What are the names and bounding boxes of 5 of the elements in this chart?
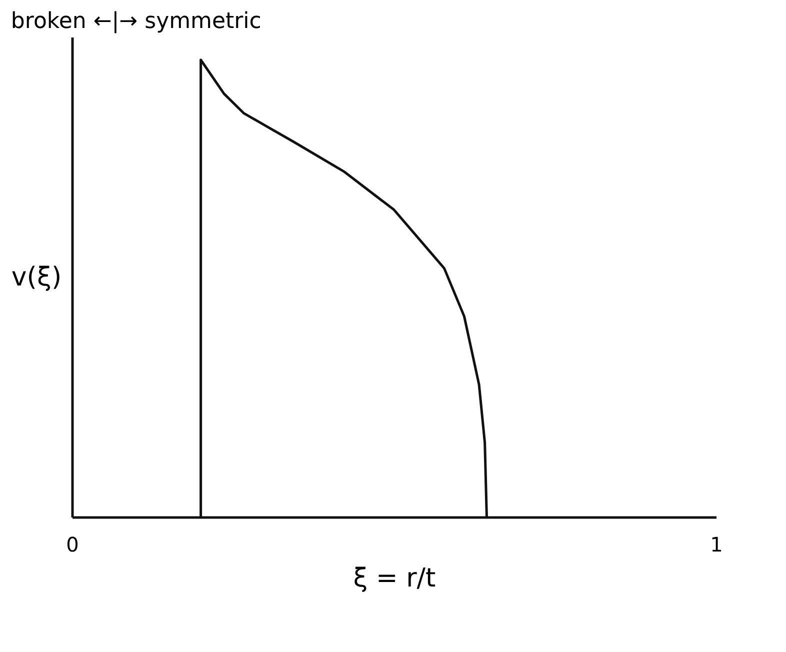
x-tick-label: 1 [710,532,723,556]
text: broken ←|→ symmetric [10,9,262,34]
x-axis-title: ξ = r/t [353,564,436,594]
x-tick-label: 0 [66,532,79,556]
y-axis-title: v(ξ) [11,262,62,292]
